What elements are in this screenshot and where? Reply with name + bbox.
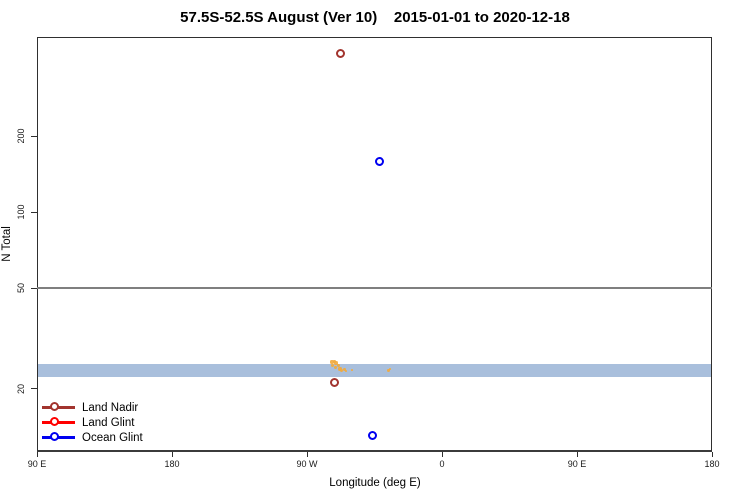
cluster-marker (331, 364, 335, 368)
data-point-land-nadir (330, 378, 340, 388)
legend-item: Land Nadir (42, 400, 143, 415)
y-axis-tick (31, 135, 37, 137)
x-axis-tick-label: 180 (704, 459, 720, 469)
cluster-marker (333, 361, 338, 366)
y-axis-tick-label: 100 (16, 204, 26, 220)
cluster-marker (345, 370, 347, 373)
y-axis-title: N Total (1, 226, 13, 262)
legend-item: Ocean Glint (42, 430, 143, 445)
y-axis-tick (31, 287, 37, 289)
cluster-marker (334, 366, 337, 370)
x-axis-tick (36, 452, 38, 457)
x-axis-title: Longitude (deg E) (329, 477, 421, 489)
x-axis-tick (171, 452, 173, 457)
x-axis-tick-label: 90 E (567, 459, 587, 469)
cluster-marker (336, 364, 340, 368)
x-axis-tick (711, 452, 713, 457)
cluster-marker (340, 368, 344, 372)
y-axis-tick (31, 211, 37, 213)
legend-marker-icon (42, 430, 75, 445)
legend: Land Nadir Land Glint Ocean Glint (42, 400, 143, 445)
y-axis-tick-label: 200 (16, 128, 26, 144)
cluster-marker (338, 366, 342, 371)
cluster-marker (351, 369, 353, 372)
cluster-marker (342, 367, 346, 371)
y-axis-tick-label: 20 (16, 383, 26, 394)
legend-item: Land Glint (42, 415, 143, 430)
x-axis-tick-label: 90 W (296, 459, 318, 469)
x-axis-tick (576, 452, 578, 457)
legend-marker-icon (42, 400, 75, 415)
reference-line-50 (37, 287, 712, 290)
chart-title: 57.5S-52.5S August (Ver 10) 2015-01-01 t… (180, 9, 570, 26)
highlight-band (38, 363, 711, 377)
legend-label: Land Glint (82, 416, 135, 429)
y-axis-tick (31, 388, 37, 390)
x-axis-tick-label: 180 (164, 459, 180, 469)
cluster-marker (388, 368, 391, 371)
data-point-land-nadir (336, 49, 346, 59)
cluster-marker (386, 369, 390, 373)
data-point-ocean-glint (367, 430, 377, 440)
cluster-marker (330, 359, 335, 364)
legend-label: Land Nadir (82, 401, 139, 414)
x-axis-tick-label: 0 (439, 459, 445, 469)
plot-area-border (37, 37, 712, 452)
x-axis-tick-label: 90 E (27, 459, 47, 469)
data-point-ocean-glint (375, 157, 385, 167)
cluster-marker (332, 359, 336, 363)
legend-marker-icon (42, 415, 75, 430)
x-axis-tick (306, 452, 308, 457)
x-axis-tick (441, 452, 443, 457)
y-axis-tick-label: 50 (16, 283, 26, 294)
legend-label: Ocean Glint (82, 431, 143, 444)
